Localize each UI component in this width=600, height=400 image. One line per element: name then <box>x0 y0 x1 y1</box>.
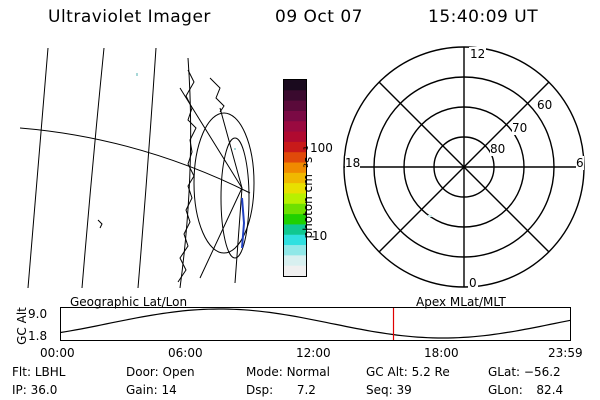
timeline-frame <box>60 307 571 341</box>
flt-value: LBHL <box>34 365 66 379</box>
gcalt-label: GC Alt: <box>366 365 408 379</box>
colorbar-band <box>284 100 306 112</box>
polar-lat-label: 80 <box>490 142 506 156</box>
glat-label: GLat: <box>488 365 521 379</box>
gcalt-value: 5.2 Re <box>411 365 450 379</box>
timeline-right-title: Apex MLat/MLT <box>416 295 506 309</box>
door-label: Door: <box>126 365 159 379</box>
orbit-altitude-curve <box>60 308 571 339</box>
ip-value: 36.0 <box>30 383 58 397</box>
timeline-left-title: Geographic Lat/Lon <box>70 295 188 309</box>
colorbar-label: photon cm⁻²s⁻¹ <box>301 145 315 239</box>
seq-label: Seq: <box>366 383 393 397</box>
timeline-ymin: 1.8 <box>28 329 48 343</box>
map-latitude-circle <box>220 137 250 259</box>
map-latitude-circle <box>193 112 255 254</box>
timeline-ylabel: GC Alt <box>15 307 29 345</box>
colorbar <box>283 79 307 277</box>
map-latitude-line <box>20 127 251 194</box>
glat-value: −56.2 <box>523 365 561 379</box>
timeline-xtick: 00:00 <box>40 346 75 360</box>
map-meridian <box>219 107 243 284</box>
mode-label: Mode: <box>246 365 283 379</box>
colorbar-band <box>284 172 306 184</box>
colorbar-band <box>284 265 306 276</box>
gain-label: Gain: <box>126 383 158 397</box>
polar-label-6: 6 <box>576 156 584 170</box>
gain-value: 14 <box>161 383 177 397</box>
timeline-ymax: 9.0 <box>28 307 48 321</box>
coastline <box>177 69 197 283</box>
seq-field: Seq: 39 <box>366 383 412 397</box>
colorbar-tick-label: 10 <box>312 229 328 243</box>
colorbar-band <box>284 110 306 122</box>
timeline-xtick: 23:59 <box>548 346 583 360</box>
door-field: Door: Open <box>126 365 195 379</box>
map-longitude-line <box>81 48 105 288</box>
colorbar-band <box>284 193 306 205</box>
colorbar-band <box>284 80 306 91</box>
timeline-xtick: 06:00 <box>168 346 203 360</box>
flt-field: Flt: LBHL <box>12 365 65 379</box>
coastline <box>97 219 103 229</box>
dsp-value: 7.2 <box>296 383 316 397</box>
map-longitude-line <box>179 57 192 288</box>
dsp-label: Dsp: <box>246 383 274 397</box>
glon-label: GLon: <box>488 383 523 397</box>
polar-plot <box>343 46 585 288</box>
gain-field: Gain: 14 <box>126 383 177 397</box>
glon-field: GLon: 82.4 <box>488 383 563 397</box>
aurora-trace <box>241 197 246 249</box>
emission-pixel <box>428 215 432 217</box>
door-value: Open <box>162 365 195 379</box>
colorbar-band <box>284 234 306 246</box>
dsp-field: Dsp: 7.2 <box>246 383 316 397</box>
polar-label-0: 0 <box>468 276 478 290</box>
gcalt-field: GC Alt: 5.2 Re <box>366 365 450 379</box>
instrument-title: Ultraviolet Imager <box>48 7 211 27</box>
polar-label-18: 18 <box>345 156 361 170</box>
colorbar-band <box>284 141 306 153</box>
colorbar-band <box>284 131 306 143</box>
polar-label-12: 12 <box>469 47 487 61</box>
colorbar-tick-label: 100 <box>310 141 333 155</box>
map-longitude-line <box>27 48 49 288</box>
orbit-timeline <box>60 307 571 341</box>
flt-label: Flt: <box>12 365 31 379</box>
emission-pixel <box>234 148 236 150</box>
colorbar-band <box>284 255 306 267</box>
colorbar-band <box>284 224 306 236</box>
coastline <box>209 77 225 113</box>
timeline-xtick: 18:00 <box>424 346 459 360</box>
colorbar-band <box>284 183 306 195</box>
ip-label: IP: <box>12 383 27 397</box>
colorbar-band <box>284 203 306 215</box>
seq-value: 39 <box>396 383 412 397</box>
colorbar-band <box>284 90 306 102</box>
polar-lat-label: 70 <box>512 121 528 135</box>
emission-pixel <box>136 73 138 76</box>
date-label: 09 Oct 07 <box>275 7 363 27</box>
colorbar-band <box>284 121 306 133</box>
colorbar-band <box>284 245 306 256</box>
timeline-xtick: 12:00 <box>296 346 331 360</box>
polar-lat-label: 60 <box>537 98 553 112</box>
polar-axis-diagonal <box>378 81 550 253</box>
mode-value: Normal <box>286 365 330 379</box>
time-label: 15:40:09 UT <box>428 7 539 27</box>
glat-field: GLat: −56.2 <box>488 365 561 379</box>
colorbar-band <box>284 162 306 174</box>
colorbar-band <box>284 152 306 164</box>
mode-field: Mode: Normal <box>246 365 330 379</box>
map-longitude-line <box>137 48 157 288</box>
colorbar-band <box>284 214 306 226</box>
geographic-map <box>20 48 255 288</box>
ip-field: IP: 36.0 <box>12 383 57 397</box>
glon-value: 82.4 <box>536 383 564 397</box>
